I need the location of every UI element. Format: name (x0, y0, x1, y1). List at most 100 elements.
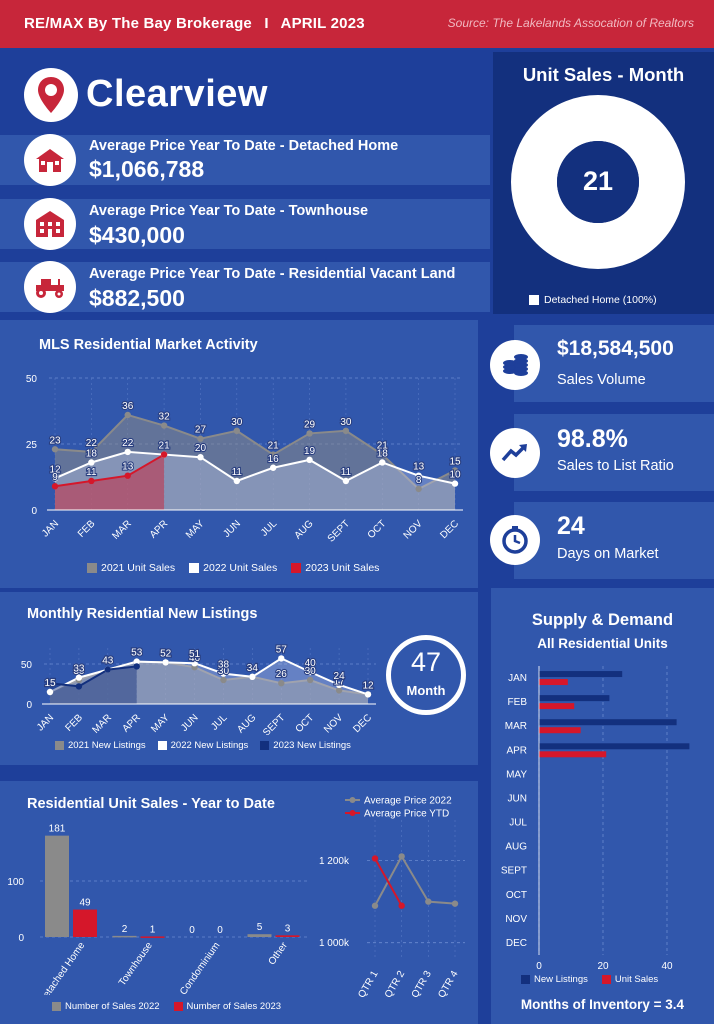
legend-unit-sales: Unit Sales (601, 974, 658, 985)
new-listings-chart: 0 50 JAN FEB MAR APR MAY JUN JUL AUG SEPT OCT NOV DEC… (21, 643, 376, 735)
market-point (51, 446, 59, 453)
listings-line-3 (49, 665, 137, 688)
ytd-y-tick: 0 (18, 933, 24, 944)
avg-value-detached: $1,066,788 (89, 156, 205, 182)
listings-point (278, 680, 285, 687)
market-data-label: 13 (122, 462, 134, 473)
market-point (415, 485, 422, 493)
supply-panel (491, 588, 714, 1024)
market-point (306, 430, 313, 437)
market-data-label: 15 (449, 456, 461, 467)
legend-2023-sales: 2023 Unit Sales (291, 562, 379, 574)
market-data-label: 21 (159, 441, 171, 452)
avg-panel-detached (0, 135, 490, 185)
listings-data-label: 17 (334, 676, 346, 687)
listings-line-2 (49, 657, 369, 696)
market-x-tick: APR (148, 518, 170, 540)
list-ratio-label: Sales to List Ratio (557, 458, 674, 474)
listings-point (46, 688, 54, 696)
market-x-tick: DEC (438, 518, 461, 541)
listings-data-label: 43 (102, 656, 114, 667)
supply-demand-chart: 0 20 40 JAN FEB MAR APR MAY JUN JUL AUG SEPT OCT NOV D… (501, 666, 690, 972)
listings-data-label: 52 (160, 648, 172, 659)
listings-x-tick: SEPT (261, 712, 287, 735)
brokerage-name: RE/MAX By The Bay Brokerage (24, 15, 252, 32)
avg-panel-townhouse (0, 199, 490, 249)
market-point (379, 459, 386, 466)
ytd-bar-label: 1 (150, 924, 156, 935)
market-x-tick: SEPT (326, 518, 352, 544)
listings-point (191, 660, 198, 667)
ytd-bar-label: 2 (122, 924, 128, 935)
listings-x-tick: APR (121, 712, 143, 734)
listings-x-tick: MAR (90, 712, 114, 735)
market-point (88, 459, 95, 466)
market-data-label: 21 (268, 441, 280, 452)
ytd-x-tick: Townhouse (117, 940, 155, 988)
supply-y-tick: FEB (508, 697, 528, 708)
avg-label-townhouse: Average Price Year To Date - Townhouse (89, 203, 369, 219)
listings-point (306, 676, 314, 684)
avg-label-detached: Average Price Year To Date - Detached Ho… (89, 138, 399, 154)
supply-bar-new-listings (539, 719, 677, 726)
listings-data-label: 30 (218, 666, 230, 677)
source-note: Source: The Lakelands Assocation of Real… (447, 16, 694, 30)
avg-panel-land (0, 262, 490, 312)
market-data-label: 27 (195, 425, 207, 436)
listings-data-label: 30 (73, 666, 85, 677)
listings-data-label: 24 (334, 671, 346, 682)
listings-data-label: 53 (131, 648, 143, 659)
market-y-tick: 25 (26, 440, 38, 451)
listings-x-tick: AUG (235, 712, 258, 735)
supply-y-tick: JUN (508, 793, 527, 804)
market-point (233, 427, 241, 434)
price-point (398, 902, 405, 909)
supply-bar-unit-sales (539, 679, 568, 686)
ytd-x-tick: Other (267, 940, 291, 967)
listings-point (335, 681, 343, 688)
supply-legend: New Listings Unit Sales (521, 974, 658, 985)
market-area-3 (55, 454, 165, 510)
ytd-bar-chart: 0 100 181 49 Detached Home 2 1 Townhouse 0 0 Condo… (7, 824, 310, 995)
market-point (160, 451, 168, 458)
listings-data-label: 15 (44, 678, 56, 689)
ytd-x-tick: Condominium (178, 940, 222, 995)
unit-sales-donut (511, 95, 685, 269)
dom-value: 24 (557, 512, 585, 540)
ytd-bar-2022 (112, 935, 137, 938)
listings-point (162, 659, 169, 666)
avg-value-townhouse: $430,000 (89, 222, 185, 248)
listings-data-label: 33 (73, 664, 85, 675)
legend-sales-2023: Number of Sales 2023 (173, 1001, 281, 1012)
location-pin-icon (24, 68, 78, 122)
new-listings-badge (386, 635, 466, 715)
market-y-tick: 50 (26, 374, 38, 385)
market-data-label: 13 (413, 462, 425, 473)
supply-bar-unit-sales (539, 703, 575, 710)
market-activity-chart: 0 25 50 JAN FEB MAR APR MAY JUN JUL AUG SEPT OCT NOV D… (26, 374, 463, 545)
ytd-bar-2022 (45, 835, 69, 937)
listings-data-label: 53 (131, 648, 143, 659)
listings-point (75, 674, 83, 681)
coins-icon (490, 340, 540, 390)
header-separator: I (264, 15, 269, 32)
market-data-label: 21 (377, 441, 389, 452)
listings-y-tick: 0 (26, 700, 32, 711)
supply-bar-unit-sales (539, 727, 581, 734)
market-data-label: 30 (340, 417, 352, 428)
donut-center (557, 141, 639, 223)
market-data-label: 11 (86, 467, 97, 478)
listings-data-label: 43 (102, 656, 114, 667)
listings-data-label: 30 (305, 666, 317, 677)
legend-2022-sales: 2022 Unit Sales (189, 562, 277, 574)
market-point (197, 454, 204, 461)
listings-point (46, 680, 54, 687)
new-listings-title: Monthly Residential New Listings (27, 606, 258, 622)
market-point (160, 422, 168, 429)
ytd-x-tick: Detached Home (37, 940, 88, 995)
listings-y-tick: 50 (21, 660, 33, 671)
supply-y-tick: MAR (505, 721, 527, 732)
market-data-label: 29 (304, 419, 316, 430)
market-data-label: 22 (122, 438, 134, 449)
tractor-icon (24, 261, 76, 313)
